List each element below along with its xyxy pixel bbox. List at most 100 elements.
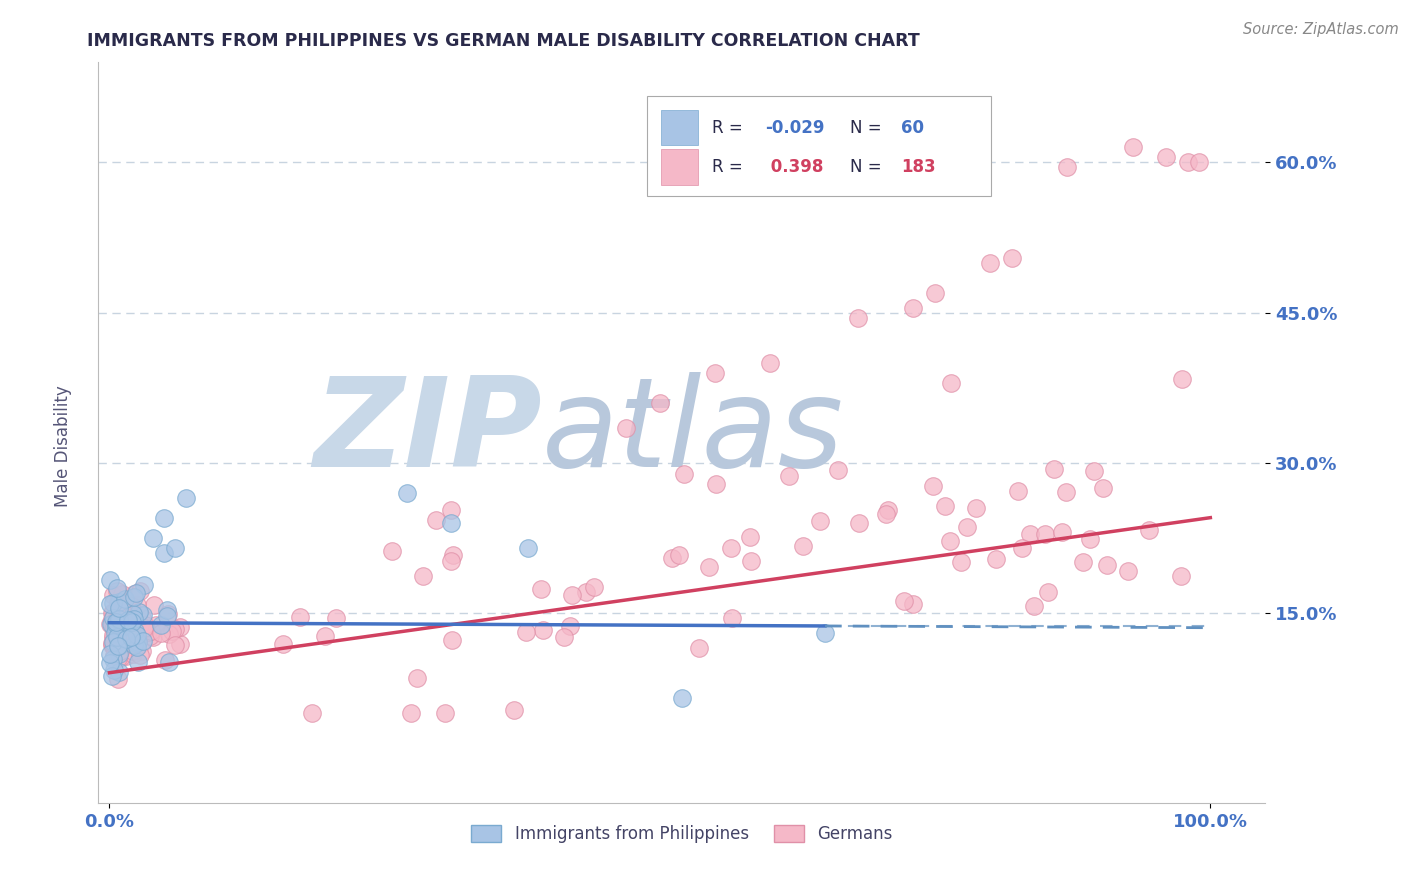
Point	[1095, 558, 1118, 572]
Point	[124, 614, 146, 628]
Text: 60: 60	[901, 119, 924, 136]
Point	[1177, 155, 1199, 169]
Point	[118, 637, 141, 651]
Point	[1091, 481, 1114, 495]
Text: R =: R =	[713, 158, 742, 176]
Point	[107, 651, 129, 665]
Point	[165, 622, 187, 636]
Point	[156, 603, 179, 617]
Point	[558, 619, 581, 633]
Point	[1042, 462, 1064, 476]
Point	[162, 624, 184, 638]
Point	[110, 638, 132, 652]
Point	[1188, 155, 1211, 169]
Point	[697, 559, 720, 574]
Point	[434, 706, 457, 720]
Point	[614, 420, 637, 434]
Point	[939, 533, 962, 548]
Point	[107, 584, 129, 599]
Point	[134, 578, 156, 592]
Point	[979, 255, 1001, 269]
Point	[101, 588, 124, 602]
Point	[131, 619, 153, 633]
Text: R =: R =	[713, 119, 742, 136]
Point	[141, 624, 163, 638]
Point	[846, 310, 869, 325]
Point	[101, 607, 124, 621]
Point	[131, 636, 153, 650]
Point	[128, 606, 150, 620]
Point	[101, 611, 124, 625]
Point	[406, 671, 429, 685]
Point	[149, 625, 172, 640]
Point	[142, 630, 165, 644]
Point	[104, 616, 127, 631]
Point	[103, 615, 125, 629]
Point	[1122, 140, 1144, 154]
Point	[111, 611, 134, 625]
Point	[114, 596, 136, 610]
Point	[893, 594, 915, 608]
Point	[105, 630, 128, 644]
Text: -0.029: -0.029	[765, 119, 824, 136]
Point	[110, 644, 132, 658]
Point	[103, 663, 125, 677]
Point	[105, 613, 128, 627]
Point	[1083, 464, 1105, 478]
Point	[827, 462, 849, 476]
Text: atlas: atlas	[541, 372, 844, 493]
Point	[127, 655, 149, 669]
Point	[103, 622, 125, 636]
Point	[1116, 564, 1139, 578]
Point	[114, 598, 136, 612]
Point	[939, 376, 962, 391]
Point	[105, 625, 128, 640]
Point	[117, 603, 139, 617]
Point	[153, 546, 176, 560]
Point	[108, 595, 131, 609]
Point	[440, 503, 463, 517]
Point	[101, 596, 124, 610]
Point	[118, 615, 141, 629]
Point	[115, 607, 138, 622]
Point	[1052, 524, 1074, 539]
Point	[688, 641, 710, 656]
Point	[901, 598, 924, 612]
Point	[115, 649, 138, 664]
Point	[165, 541, 187, 555]
Point	[107, 617, 129, 632]
Point	[922, 479, 945, 493]
Point	[135, 621, 157, 635]
Point	[114, 591, 136, 606]
Point	[704, 477, 727, 491]
Point	[107, 639, 129, 653]
Point	[127, 640, 149, 655]
Point	[100, 668, 122, 682]
Point	[956, 519, 979, 533]
Text: 183: 183	[901, 158, 936, 176]
Point	[169, 637, 191, 651]
Point	[107, 615, 129, 630]
Point	[115, 632, 138, 647]
Point	[176, 491, 198, 505]
Point	[156, 607, 179, 621]
Point	[984, 551, 1007, 566]
Point	[875, 507, 897, 521]
Point	[121, 632, 143, 646]
Point	[131, 611, 153, 625]
Point	[105, 582, 128, 596]
Point	[108, 600, 131, 615]
Point	[117, 626, 139, 640]
Point	[288, 610, 311, 624]
Text: N =: N =	[851, 119, 882, 136]
Point	[441, 549, 464, 563]
Point	[965, 501, 987, 516]
Point	[1007, 484, 1029, 499]
Point	[132, 633, 155, 648]
Point	[122, 639, 145, 653]
Point	[1019, 527, 1042, 541]
Point	[98, 574, 121, 588]
Point	[399, 706, 422, 720]
Point	[808, 514, 831, 528]
Point	[720, 610, 742, 624]
